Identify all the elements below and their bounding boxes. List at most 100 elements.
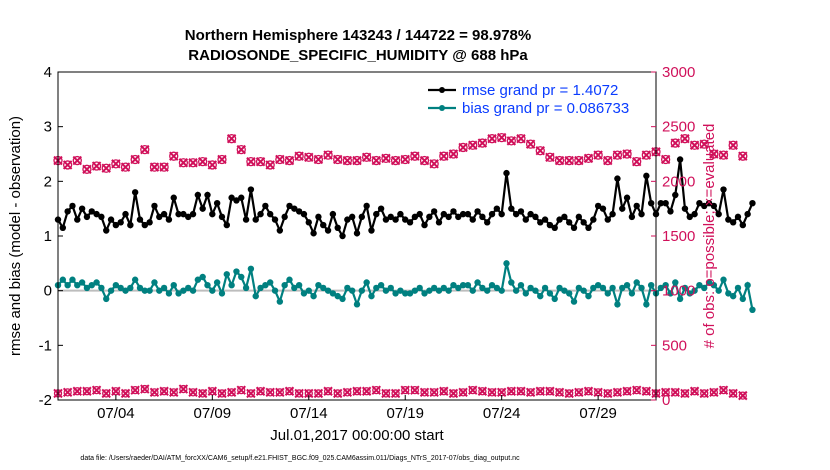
bias-point [83,284,91,292]
rmse-point [599,205,607,212]
possible-obs-marker [294,151,304,161]
bias-point [353,301,361,308]
evaluated-obs-marker [468,140,478,150]
rmse-point [474,208,481,215]
possible-obs-marker [371,155,381,166]
evaluated-obs-marker [188,158,198,168]
rmse-point [488,210,496,218]
evaluated-obs-marker [169,151,179,161]
possible-obs-marker [699,139,709,149]
right-tick-label: 1000 [662,283,695,300]
possible-obs-low-marker [381,389,391,398]
bias-point [213,279,221,286]
evaluated-obs-marker [120,162,131,172]
bias-point [324,287,332,294]
evaluated-obs-marker [574,387,584,398]
evaluated-obs-marker [622,386,632,396]
bias-point [329,290,337,297]
evaluated-obs-marker [660,387,671,398]
bias-point [310,292,317,300]
bias-point [122,287,129,294]
rmse-point [493,205,501,212]
rmse-point [329,210,337,218]
possible-obs-marker [120,162,131,172]
bias-point [440,284,448,292]
bias-point [170,282,177,289]
bias-point [421,290,428,297]
bias-point [512,287,520,294]
right-tick-label: 0 [662,392,670,409]
bias-point [469,287,476,294]
evaluated-obs-marker [111,159,121,169]
bias-point [247,265,255,272]
possible-obs-marker [72,155,82,166]
possible-obs-low-marker [92,386,101,395]
possible-obs-low-marker [372,386,381,395]
rmse-point [609,210,616,218]
bias-point [570,298,578,305]
rmse-point [411,213,419,221]
evaluated-obs-marker [458,142,468,153]
rmse-point [749,200,756,207]
possible-obs-low-marker [458,388,468,397]
bias-point [286,276,293,283]
bias-point [720,276,727,283]
bias-point [488,282,496,289]
rmse-point [160,210,168,218]
bias-point [484,287,491,294]
evaluated-obs-marker [284,155,295,166]
possible-obs-low-marker [603,389,612,398]
evaluated-obs-marker [294,151,304,161]
bias-point [672,279,679,286]
evaluated-obs-series [53,384,748,401]
possible-obs-low-marker [430,388,439,397]
evaluated-obs-marker [487,133,497,144]
bias-point [701,284,708,292]
evaluated-obs-marker [313,154,324,165]
left-tick-label: -2 [39,392,52,409]
bias-point [185,284,192,292]
x-tick-label: 07/19 [386,405,424,422]
evaluated-obs-marker [448,149,459,159]
rmse-point [291,205,298,212]
right-tick-label: 2500 [662,119,695,136]
rmse-point [204,191,211,199]
evaluated-obs-marker [670,138,680,148]
bias-point [710,282,718,289]
bias-point [377,282,385,289]
bias-point [93,279,100,286]
rmse-point [561,213,568,221]
possible-obs-low-marker [661,388,670,397]
y-axis-label-right: # of obs: o=possible; ×=evaluated [701,124,718,349]
bias-point [228,282,235,289]
possible-obs-marker [622,149,632,159]
rmse-point [324,227,332,234]
bias-point [416,284,423,292]
evaluated-obs-marker [390,388,401,399]
evaluated-obs-marker [709,387,719,398]
evaluated-obs-marker [728,140,738,150]
rmse-point [271,216,279,223]
possible-obs-low-marker [391,389,400,398]
bias-point [430,284,438,292]
rmse-point [633,202,640,210]
possible-obs-low-marker [584,387,593,396]
rmse-point [107,216,115,223]
evaluated-obs-marker [554,387,565,398]
evaluated-obs-marker [390,155,401,166]
bias-point [156,287,163,294]
bias-point [676,295,684,303]
rmse-point [696,200,703,207]
rmse-point [643,172,650,180]
possible-obs-marker [603,155,613,166]
possible-obs-marker [361,152,372,162]
bias-point [262,282,269,289]
bias-point [609,284,616,292]
evaluated-obs-marker [207,160,218,170]
possible-obs-marker [265,160,275,170]
bias-point [151,279,158,286]
bias-point [565,290,573,297]
rmse-point [435,219,443,226]
possible-obs-marker [419,155,430,166]
rmse-point [594,202,602,210]
